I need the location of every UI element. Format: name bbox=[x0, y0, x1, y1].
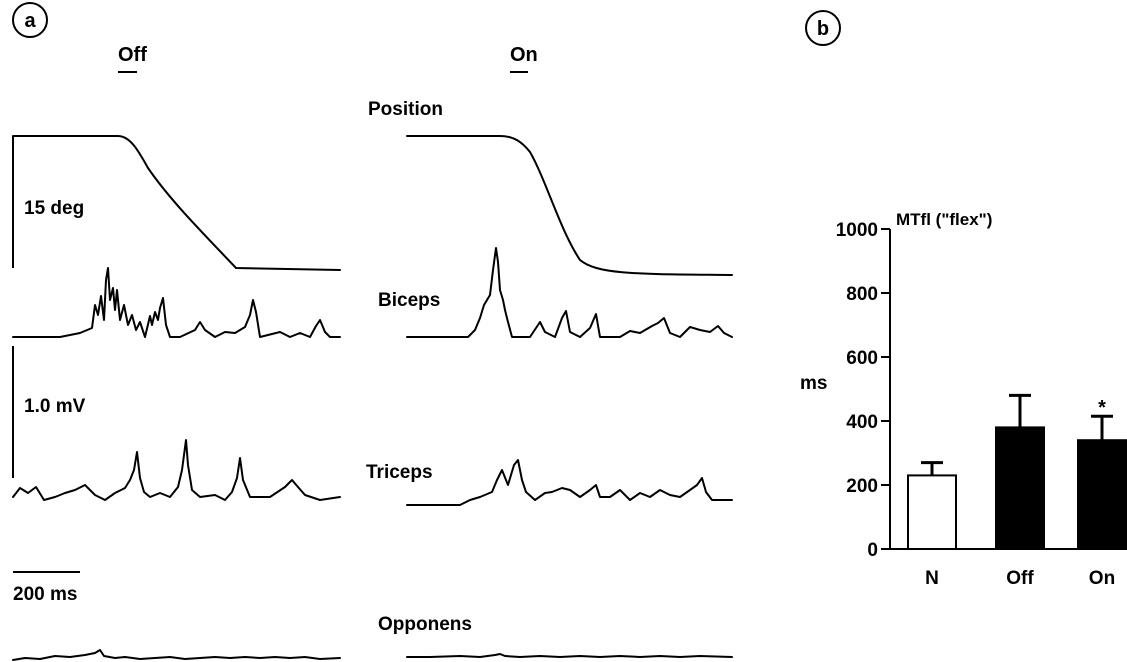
on-column-heading: On bbox=[510, 44, 538, 66]
y-tick-label: 200 bbox=[846, 476, 878, 497]
position-trace-on bbox=[406, 135, 733, 276]
position-trace-off bbox=[12, 135, 341, 271]
bar-off bbox=[995, 426, 1045, 550]
biceps-trace-off bbox=[12, 267, 341, 338]
panel-a: a Off On Position Biceps Triceps Opponen… bbox=[12, 2, 733, 661]
y-tick-label: 800 bbox=[846, 284, 878, 305]
bar-chart: MTfl ("flex") ms 0 200 400 600 800 1000 * N Of… bbox=[800, 210, 1127, 589]
opponens-trace-on bbox=[406, 653, 733, 658]
panel-a-badge bbox=[12, 2, 48, 38]
x-tick-label: On bbox=[1089, 568, 1115, 589]
channel-label-opponens: Opponens bbox=[378, 614, 472, 635]
angle-scale-label: 15 deg bbox=[24, 198, 84, 219]
opponens-trace-off bbox=[12, 649, 341, 661]
significance-marker: * bbox=[1098, 397, 1106, 419]
bar-n bbox=[907, 474, 957, 550]
triceps-trace-off bbox=[12, 439, 341, 501]
panel-b-badge bbox=[805, 10, 841, 46]
channel-label-triceps: Triceps bbox=[366, 462, 433, 483]
x-tick-label: Off bbox=[1006, 568, 1034, 589]
panel-a-letter: a bbox=[24, 10, 36, 32]
chart-title: MTfl ("flex") bbox=[896, 210, 992, 229]
y-axis-ticks: 0 200 400 600 800 1000 bbox=[836, 220, 890, 561]
panel-b: b MTfl ("flex") ms 0 200 400 600 800 1000 * N… bbox=[800, 10, 1127, 589]
off-column-heading: Off bbox=[118, 44, 147, 66]
x-axis-labels: N Off On bbox=[925, 568, 1115, 589]
y-tick-label: 0 bbox=[867, 540, 878, 561]
y-axis-label: ms bbox=[800, 373, 827, 394]
channel-label-biceps: Biceps bbox=[378, 290, 440, 311]
panel-b-letter: b bbox=[817, 18, 829, 40]
time-scale-label: 200 ms bbox=[13, 584, 77, 605]
y-tick-label: 400 bbox=[846, 412, 878, 433]
x-tick-label: N bbox=[925, 568, 939, 589]
bars: * bbox=[907, 393, 1127, 551]
channel-label-position: Position bbox=[368, 99, 443, 120]
bar-on bbox=[1077, 439, 1127, 551]
y-tick-label: 600 bbox=[846, 348, 878, 369]
biceps-trace-on bbox=[406, 247, 733, 338]
triceps-trace-on bbox=[406, 459, 733, 506]
voltage-scale-label: 1.0 mV bbox=[24, 396, 86, 417]
y-tick-label: 1000 bbox=[836, 220, 878, 241]
